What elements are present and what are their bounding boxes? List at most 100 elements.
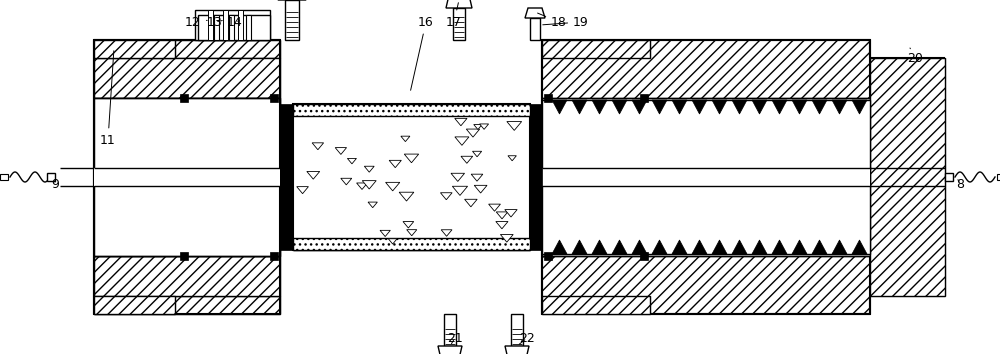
Bar — [94, 256, 280, 296]
Polygon shape — [461, 156, 473, 163]
Polygon shape — [572, 100, 587, 114]
Bar — [544, 94, 552, 102]
Polygon shape — [652, 100, 667, 114]
Polygon shape — [440, 193, 452, 200]
Polygon shape — [399, 192, 414, 201]
Polygon shape — [500, 234, 513, 242]
Text: 20: 20 — [907, 48, 923, 64]
Text: 18: 18 — [538, 13, 567, 29]
Polygon shape — [672, 240, 687, 254]
Polygon shape — [455, 137, 469, 145]
Polygon shape — [732, 100, 747, 114]
Polygon shape — [692, 240, 707, 254]
Bar — [238, 10, 243, 40]
Polygon shape — [496, 212, 508, 219]
Polygon shape — [388, 239, 397, 244]
Polygon shape — [652, 240, 667, 254]
Bar — [180, 252, 188, 260]
Polygon shape — [832, 100, 847, 114]
Polygon shape — [732, 240, 747, 254]
Polygon shape — [452, 186, 468, 195]
Bar — [293, 104, 530, 250]
Bar — [94, 40, 280, 314]
Polygon shape — [474, 125, 482, 130]
Bar — [870, 58, 945, 296]
Bar — [94, 98, 280, 256]
Polygon shape — [572, 240, 587, 254]
Polygon shape — [312, 143, 324, 150]
Bar — [542, 296, 650, 314]
Polygon shape — [489, 204, 500, 211]
Bar — [997, 174, 1000, 180]
Polygon shape — [712, 100, 727, 114]
Bar — [270, 94, 278, 102]
Text: 9: 9 — [51, 178, 59, 192]
Polygon shape — [812, 240, 827, 254]
Bar — [530, 18, 540, 40]
Text: 16: 16 — [411, 16, 434, 90]
Polygon shape — [480, 124, 489, 129]
Bar — [229, 15, 234, 40]
Bar — [285, 0, 299, 40]
Polygon shape — [752, 240, 767, 254]
Polygon shape — [386, 182, 400, 191]
Bar — [544, 252, 552, 260]
Polygon shape — [341, 178, 352, 185]
Bar — [195, 10, 270, 40]
Polygon shape — [401, 136, 410, 142]
Polygon shape — [692, 100, 707, 114]
Text: 12: 12 — [185, 16, 207, 29]
Polygon shape — [357, 183, 367, 189]
Bar — [198, 15, 270, 40]
Polygon shape — [471, 174, 483, 181]
Polygon shape — [792, 100, 807, 114]
Polygon shape — [455, 118, 467, 126]
Polygon shape — [474, 185, 487, 193]
Text: 22: 22 — [519, 331, 535, 344]
Polygon shape — [612, 240, 627, 254]
Polygon shape — [335, 148, 347, 154]
Polygon shape — [465, 199, 477, 207]
Polygon shape — [592, 100, 607, 114]
Bar — [280, 104, 293, 250]
Polygon shape — [712, 240, 727, 254]
Polygon shape — [772, 100, 787, 114]
Bar — [94, 296, 175, 314]
Polygon shape — [672, 100, 687, 114]
Bar — [511, 314, 523, 346]
Bar — [94, 40, 280, 58]
Bar — [246, 15, 251, 40]
Polygon shape — [852, 100, 867, 114]
Bar — [208, 10, 213, 40]
Polygon shape — [507, 121, 522, 130]
Bar — [542, 40, 650, 58]
Polygon shape — [446, 0, 472, 8]
Polygon shape — [380, 230, 390, 236]
Bar — [94, 40, 175, 58]
Text: 14: 14 — [227, 16, 243, 29]
Polygon shape — [389, 160, 401, 168]
Text: 17: 17 — [446, 3, 462, 29]
Bar — [94, 296, 280, 314]
Polygon shape — [812, 100, 827, 114]
Polygon shape — [508, 156, 516, 161]
Polygon shape — [852, 240, 867, 254]
Polygon shape — [552, 240, 567, 254]
Polygon shape — [441, 230, 452, 236]
Polygon shape — [407, 230, 417, 236]
Polygon shape — [632, 240, 647, 254]
Bar — [0, 174, 8, 180]
Polygon shape — [505, 346, 529, 354]
Polygon shape — [496, 222, 508, 229]
Bar — [223, 10, 228, 40]
Bar — [640, 94, 648, 102]
Bar — [94, 58, 280, 98]
Bar — [94, 40, 175, 58]
Polygon shape — [632, 100, 647, 114]
Polygon shape — [403, 222, 414, 228]
Bar — [640, 252, 648, 260]
Polygon shape — [368, 202, 377, 208]
Bar — [47, 173, 55, 181]
Text: 19: 19 — [543, 16, 589, 29]
Text: 11: 11 — [100, 51, 116, 147]
